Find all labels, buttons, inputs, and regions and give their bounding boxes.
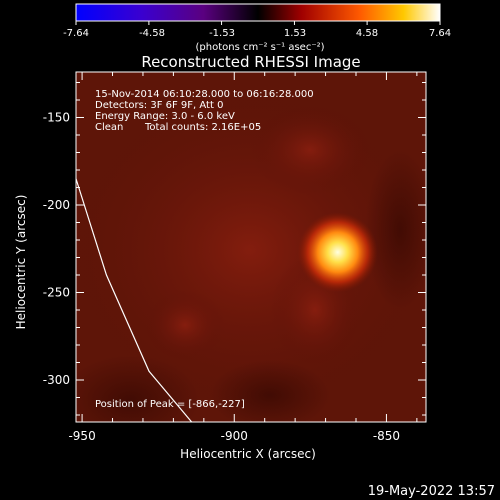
colorbar-tick-label: 4.58 bbox=[356, 28, 378, 39]
peak-source-glow bbox=[297, 212, 378, 293]
colorbar-tick-label: 1.53 bbox=[284, 28, 306, 39]
colorbar-tick-label: -7.64 bbox=[63, 28, 89, 39]
colorbar-ticks bbox=[75, 21, 441, 25]
chart-title: Reconstructed RHESSI Image bbox=[141, 53, 360, 71]
heatmap-dark-region bbox=[76, 355, 200, 422]
y-axis-label: Heliocentric Y (arcsec) bbox=[14, 195, 28, 330]
x-tick-label: -900 bbox=[221, 429, 248, 443]
colorbar-gradient bbox=[75, 3, 441, 22]
info-line: Energy Range: 3.0 - 6.0 keV bbox=[95, 111, 235, 122]
heatmap-dark-region bbox=[365, 150, 426, 310]
clean-label: Clean bbox=[95, 122, 123, 133]
total-counts: Total counts: 2.16E+05 bbox=[144, 122, 261, 133]
y-tick-label: -250 bbox=[43, 286, 70, 300]
heatmap-bright-region bbox=[250, 105, 370, 195]
plot-frame bbox=[75, 71, 427, 423]
colorbar-tick-label: -4.58 bbox=[139, 28, 165, 39]
colorbar-units: (photons cm⁻² s⁻¹ asec⁻²) bbox=[195, 42, 324, 53]
x-tick-label: -850 bbox=[373, 429, 400, 443]
x-axis-label: Heliocentric X (arcsec) bbox=[180, 447, 316, 461]
info-overlay: 15-Nov-2014 06:10:28.000 to 06:16:28.000… bbox=[95, 89, 314, 410]
x-axis-ticks bbox=[81, 72, 418, 422]
colorbar: -7.64 -4.58 -1.53 1.53 4.58 7.64 (photon… bbox=[63, 3, 451, 53]
solar-limb-line bbox=[76, 178, 193, 422]
info-line: 15-Nov-2014 06:10:28.000 to 06:16:28.000 bbox=[95, 89, 314, 100]
peak-position: Position of Peak = [-866,-227] bbox=[95, 399, 245, 410]
colorbar-tick-label: 7.64 bbox=[429, 28, 451, 39]
x-tick-label: -950 bbox=[68, 429, 95, 443]
y-tick-label: -200 bbox=[43, 198, 70, 212]
heatmap-dark-region bbox=[210, 360, 330, 422]
y-tick-label: -150 bbox=[43, 111, 70, 125]
timestamp: 19-May-2022 13:57 bbox=[368, 484, 495, 499]
info-line: Detectors: 3F 6F 9F, Att 0 bbox=[95, 100, 223, 111]
y-axis-ticks bbox=[76, 82, 426, 416]
colorbar-tick-label: -1.53 bbox=[209, 28, 235, 39]
heatmap-bright-region bbox=[145, 290, 225, 360]
y-tick-label: -300 bbox=[43, 373, 70, 387]
heatmap-image bbox=[76, 72, 426, 422]
